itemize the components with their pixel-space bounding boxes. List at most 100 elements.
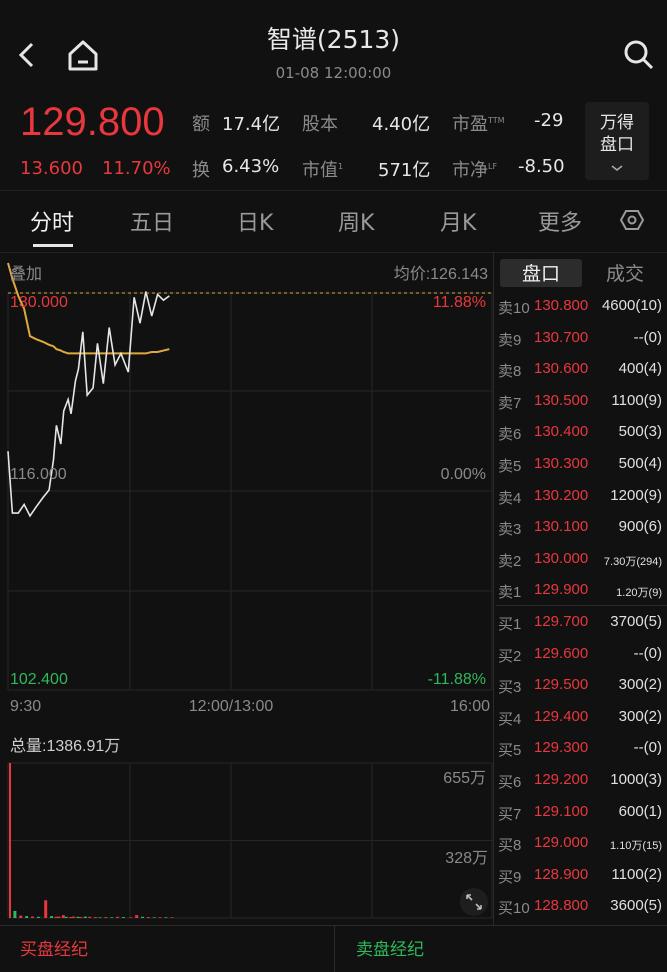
volume-bar xyxy=(146,917,150,918)
volume-bar xyxy=(64,916,68,918)
ask-row[interactable]: 卖5 130.300 500(4) xyxy=(496,455,666,485)
tab-daily-k[interactable]: 日K xyxy=(237,211,274,236)
volume-bar xyxy=(104,917,108,918)
level-price: 130.700 xyxy=(534,328,589,346)
level-price: 129.300 xyxy=(534,739,589,757)
level-volume: 1100(9) xyxy=(611,391,662,409)
bid-row[interactable]: 买3 129.500 300(2) xyxy=(496,676,666,706)
chart-settings-button[interactable] xyxy=(619,208,645,236)
home-icon xyxy=(68,40,98,71)
divider xyxy=(334,926,335,972)
tab-more[interactable]: 更多 xyxy=(538,211,583,236)
bid-row[interactable]: 买7 129.100 600(1) xyxy=(496,803,666,833)
level-label: 卖10 xyxy=(498,300,530,317)
shares-label: 股本 xyxy=(302,114,338,135)
ask-row[interactable]: 卖4 130.200 1200(9) xyxy=(496,487,666,517)
avg-price-label: 均价:126.143 xyxy=(394,265,488,283)
level-volume: 300(2) xyxy=(618,676,662,694)
bid-row[interactable]: 买9 128.900 1100(2) xyxy=(496,866,666,896)
volume-bar xyxy=(13,910,17,918)
volume-bar xyxy=(135,915,139,918)
level-price: 128.900 xyxy=(534,865,589,883)
level-price: 129.500 xyxy=(534,676,589,694)
back-button[interactable] xyxy=(12,38,42,72)
level-label: 卖6 xyxy=(498,426,522,444)
vol-label-mid: 328万 xyxy=(445,850,488,867)
home-button[interactable] xyxy=(66,38,100,72)
ask-row[interactable]: 卖6 130.400 500(3) xyxy=(496,423,666,453)
bid-row[interactable]: 买4 129.400 300(2) xyxy=(496,708,666,738)
volume-bar xyxy=(36,916,40,918)
level-volume: --(0) xyxy=(633,739,662,757)
level-label: 卖4 xyxy=(498,489,522,507)
grid xyxy=(7,292,493,919)
volume-bars xyxy=(9,763,174,918)
volume-bar xyxy=(72,916,76,918)
level-label: 买3 xyxy=(498,679,522,697)
divider xyxy=(496,605,667,606)
intraday-chart[interactable]: 叠加 均价:126.143 130.000 116.000 102.400 11… xyxy=(0,253,495,933)
volume-bar xyxy=(121,917,125,918)
bid-row[interactable]: 买8 129.000 1.10万(15) xyxy=(496,834,666,864)
wind-orderbook-button[interactable]: 万得 盘口 xyxy=(585,102,649,180)
volume-bar xyxy=(9,763,11,918)
tab-monthly-k[interactable]: 月K xyxy=(440,211,477,236)
bid-row[interactable]: 买1 129.700 3700(5) xyxy=(496,613,666,643)
fullscreen-button[interactable] xyxy=(460,888,488,916)
level-volume: 600(1) xyxy=(618,802,662,820)
level-label: 卖1 xyxy=(498,584,522,602)
tab-trades[interactable]: 成交 xyxy=(605,263,644,285)
bid-row[interactable]: 买10 128.800 3600(5) xyxy=(496,897,666,927)
level-price: 129.900 xyxy=(534,581,589,599)
turnover-label: 换 xyxy=(192,160,210,181)
level-volume: 7.30万(294) xyxy=(603,555,662,568)
level-price: 129.200 xyxy=(534,771,589,788)
level-volume: 900(6) xyxy=(618,518,662,536)
level-label: 买8 xyxy=(498,837,522,855)
ask-row[interactable]: 卖1 129.900 1.20万(9) xyxy=(496,581,666,611)
ask-row[interactable]: 卖9 130.700 --(0) xyxy=(496,329,666,359)
tab-weekly-k[interactable]: 周K xyxy=(338,211,375,236)
active-tab-indicator xyxy=(33,244,73,247)
volume-bar xyxy=(94,917,98,918)
level-price: 129.600 xyxy=(534,644,589,662)
overlay-button[interactable]: 叠加 xyxy=(10,265,42,283)
volume-bar xyxy=(158,917,162,918)
pe-label: 市盈TTM xyxy=(452,114,505,135)
level-volume: 1100(2) xyxy=(611,865,662,883)
level-volume: 1.10万(15) xyxy=(610,840,662,853)
volume-bar xyxy=(44,900,48,918)
volume-bar xyxy=(79,917,83,918)
volume-bar xyxy=(116,916,120,918)
level-volume: 4600(10) xyxy=(601,297,662,314)
last-price: 129.800 xyxy=(20,100,165,144)
ask-row[interactable]: 卖8 130.600 400(4) xyxy=(496,360,666,390)
level-volume: 500(3) xyxy=(618,423,662,441)
level-volume: 3700(5) xyxy=(610,613,662,630)
search-button[interactable] xyxy=(622,38,656,72)
ask-row[interactable]: 卖7 130.500 1100(9) xyxy=(496,392,666,422)
volume-bar xyxy=(141,916,144,918)
bid-row[interactable]: 买2 129.600 --(0) xyxy=(496,645,666,675)
volume-bar xyxy=(152,917,156,918)
level-volume: --(0) xyxy=(633,644,662,662)
tab-intraday[interactable]: 分时 xyxy=(30,211,75,236)
mktcap-label: 市值1 xyxy=(302,160,344,181)
level-label: 买10 xyxy=(498,900,530,918)
ask-row[interactable]: 卖3 130.100 900(6) xyxy=(496,518,666,548)
level-volume: 1200(9) xyxy=(610,486,662,504)
y-label-mid: 116.000 xyxy=(10,466,67,483)
ask-row[interactable]: 卖10 130.800 4600(10) xyxy=(496,297,666,327)
bid-row[interactable]: 买5 129.300 --(0) xyxy=(496,739,666,769)
ask-row[interactable]: 卖2 130.000 7.30万(294) xyxy=(496,550,666,580)
level-price: 129.100 xyxy=(534,802,589,820)
level-label: 买5 xyxy=(498,742,522,760)
tab-orderbook[interactable]: 盘口 xyxy=(500,259,582,287)
volume-bar xyxy=(31,916,34,918)
timestamp: 01-08 12:00:00 xyxy=(275,64,392,82)
bid-row[interactable]: 买6 129.200 1000(3) xyxy=(496,771,666,801)
level-price: 130.000 xyxy=(534,549,589,567)
level-price: 129.700 xyxy=(534,613,589,630)
tab-5day[interactable]: 五日 xyxy=(130,211,175,236)
y-label-bottom: 102.400 xyxy=(10,671,68,688)
